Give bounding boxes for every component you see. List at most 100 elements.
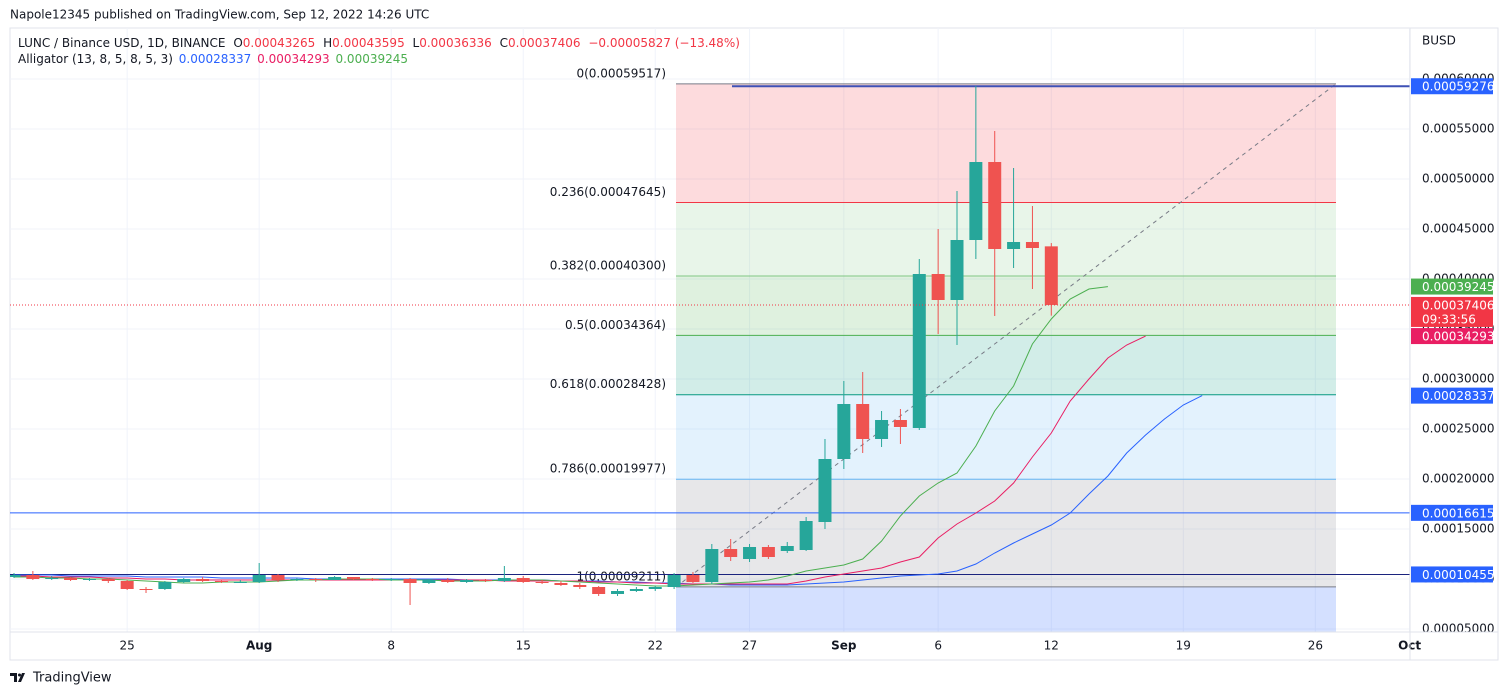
x-tick-label: 12 <box>1044 639 1059 653</box>
candle-body <box>82 579 96 580</box>
price-badge <box>1411 387 1493 404</box>
candle-body <box>988 162 1002 249</box>
change: −0.00005827 (−13.48%) <box>588 36 740 50</box>
x-tick-label: 15 <box>516 639 531 653</box>
symbol: LUNC / Binance USD, 1D, BINANCE <box>18 36 226 50</box>
candle-body <box>611 591 625 594</box>
y-tick-label: 0.00045000 <box>1422 222 1495 236</box>
price-badge <box>1411 296 1493 327</box>
x-tick-label: 27 <box>742 639 757 653</box>
brand-logo <box>10 673 25 682</box>
fib-trend <box>675 83 1337 588</box>
candle-body <box>101 579 115 581</box>
candle-body <box>818 459 832 522</box>
overlay: 0.000050000.000100000.000150000.00020000… <box>120 72 1495 653</box>
candle-body <box>912 274 926 428</box>
frame <box>9 27 1499 661</box>
candle-body <box>422 580 436 583</box>
indicator-value: 0.00034293 <box>257 52 330 66</box>
candle-body <box>479 580 492 581</box>
candle-body <box>724 549 738 557</box>
countdown: 09:33:56 <box>1422 312 1476 326</box>
y-tick-label: 0.00055000 <box>1422 122 1495 136</box>
candle-body <box>252 575 266 582</box>
candle-body <box>875 420 889 439</box>
ohlc-value: 0.00037406 <box>508 36 581 50</box>
candle-body <box>667 575 681 587</box>
y-tick-label: 0.00005000 <box>1422 622 1495 636</box>
y-tick-label: 0.00020000 <box>1422 472 1495 486</box>
x-tick-label: 6 <box>934 639 942 653</box>
candle-body <box>290 579 304 580</box>
candle-body <box>1007 242 1021 249</box>
x-tick-label: 26 <box>1308 639 1323 653</box>
candle-body <box>780 546 794 551</box>
candle-body <box>799 521 813 550</box>
candle-body <box>950 240 964 300</box>
fib-label: 1(0.00009211) <box>576 569 666 583</box>
ohlc-label: O <box>233 36 242 50</box>
candle-body <box>1025 242 1039 248</box>
candle-body <box>686 575 700 582</box>
x-tick-label: Sep <box>831 639 857 653</box>
candle-body <box>592 587 606 594</box>
indicator-value: 0.00028337 <box>179 52 252 66</box>
y-tick-label: 0.00050000 <box>1422 172 1495 186</box>
candle-body <box>705 549 719 582</box>
candle-body <box>761 547 775 557</box>
symbol-legend: LUNC / Binance USD, 1D, BINANCE O0.00043… <box>18 36 740 50</box>
candle-body <box>233 582 247 583</box>
candle-body <box>158 582 172 589</box>
candle-body <box>384 579 398 580</box>
x-tick-label: 22 <box>648 639 663 653</box>
fib-zone <box>676 394 1336 480</box>
candle-body <box>573 585 587 587</box>
y-tick-label: 0.00030000 <box>1422 372 1495 386</box>
candle-body <box>441 580 455 582</box>
candle-body <box>26 575 40 579</box>
candle-body <box>177 579 191 582</box>
ohlc-value: 0.00043265 <box>243 36 316 50</box>
candle-body <box>497 578 511 581</box>
x-tick-label: 8 <box>387 639 395 653</box>
price-badge-label: 0.00028337 <box>1422 389 1495 403</box>
price-badge-label: 0.00034293 <box>1422 330 1495 344</box>
currency: BUSD <box>1422 34 1456 48</box>
candle-body <box>45 578 59 579</box>
candle-body <box>64 578 78 580</box>
fib-label: 0.618(0.00028428) <box>550 377 666 391</box>
x-tick-label: 19 <box>1176 639 1191 653</box>
candle-body <box>214 581 228 582</box>
candle-body <box>893 420 907 427</box>
price-badge <box>1411 78 1493 95</box>
ohlc-value: 0.00036336 <box>419 36 492 50</box>
fib-label: 0.786(0.00019977) <box>550 462 666 476</box>
candle-body <box>346 577 360 579</box>
candle-body <box>139 589 153 590</box>
candle-body <box>309 579 323 580</box>
price-badge-label: 0.00010455 <box>1422 568 1495 582</box>
candle-body <box>120 581 134 589</box>
candle-body <box>1044 246 1058 305</box>
fib-zone <box>676 586 1336 632</box>
price-badge-label: 0.00039245 <box>1422 280 1495 294</box>
fib-zone <box>676 276 1336 336</box>
candle-body <box>969 162 983 240</box>
candle-body <box>931 274 945 300</box>
indicator-legend: Alligator (13, 8, 5, 8, 5, 3) 0.00028337… <box>18 52 408 66</box>
price-badge <box>1411 278 1493 295</box>
fib-label: 0.5(0.00034364) <box>565 318 666 332</box>
candle-body <box>365 579 379 580</box>
fib-zone <box>676 335 1336 395</box>
ohlc-label: C <box>500 36 508 50</box>
candle-body <box>856 404 870 439</box>
price-badge-label: 0.00037406 <box>1422 298 1495 312</box>
candle-body <box>554 583 568 585</box>
price-badge <box>1411 328 1493 345</box>
candle-body <box>837 404 851 459</box>
ohlc-value: 0.00043595 <box>332 36 405 50</box>
candle-body <box>328 577 342 580</box>
y-tick-label: 0.00025000 <box>1422 422 1495 436</box>
fib-label: 0(0.00059517) <box>576 66 666 80</box>
